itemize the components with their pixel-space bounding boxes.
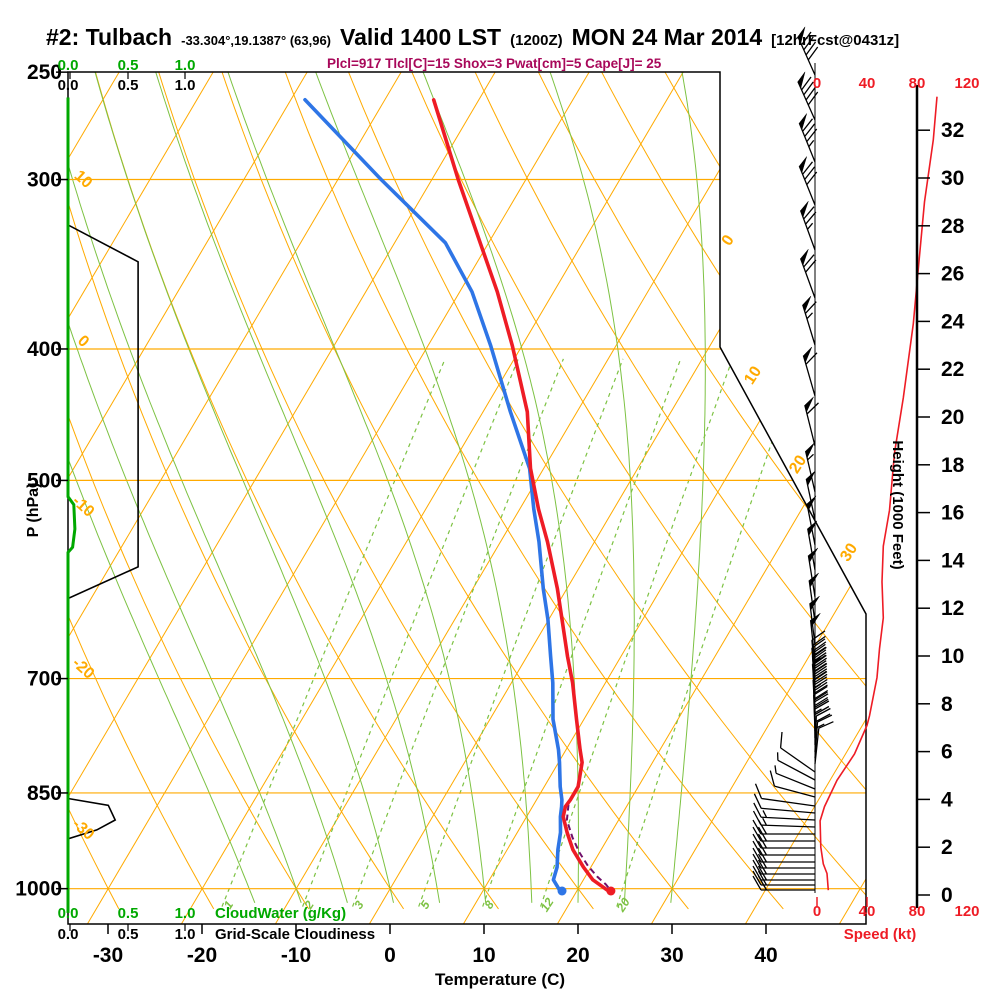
svg-text:0.5: 0.5	[118, 905, 139, 922]
virtual-parcel-curve	[565, 804, 610, 890]
svg-text:-20: -20	[187, 944, 217, 967]
svg-text:-10: -10	[281, 944, 311, 967]
svg-text:24: 24	[941, 310, 965, 333]
svg-text:850: 850	[27, 782, 62, 805]
svg-text:-30: -30	[93, 944, 123, 967]
svg-text:20: 20	[941, 406, 964, 429]
svg-text:4: 4	[941, 788, 953, 811]
svg-text:26: 26	[941, 263, 964, 286]
svg-text:0.0: 0.0	[58, 905, 79, 922]
svg-text:10: 10	[472, 944, 495, 967]
chart-title: #2: Tulbach -33.304°,19.1387° (63,96) Va…	[46, 24, 899, 51]
svg-text:0.5: 0.5	[118, 77, 139, 94]
svg-text:0.5: 0.5	[118, 926, 139, 943]
svg-text:2: 2	[941, 836, 953, 859]
temperature-curve	[431, 98, 612, 894]
station-coords: -33.304°,19.1387° (63,96)	[181, 33, 332, 48]
cloudiness-profile	[67, 179, 139, 909]
forecast-tag: [12hrFcst@0431z]	[771, 32, 900, 49]
svg-text:40: 40	[859, 75, 876, 92]
valid-time: Valid 1400 LST	[340, 24, 502, 50]
svg-text:0: 0	[719, 232, 738, 249]
stability-stats: Plcl=917 Tlcl[C]=15 Shox=3 Pwat[cm]=5 Ca…	[327, 56, 662, 71]
dry-adiabat-lines	[68, 72, 866, 910]
wind-barbs	[752, 26, 834, 893]
svg-text:300: 300	[27, 169, 62, 192]
valid-date: MON 24 Mar 2014	[571, 24, 763, 50]
svg-text:120: 120	[954, 903, 979, 920]
dewpoint-curve	[303, 98, 564, 894]
svg-text:0.0: 0.0	[58, 57, 79, 74]
svg-text:14: 14	[941, 549, 965, 572]
svg-text:12: 12	[537, 895, 556, 914]
svg-text:Grid-Scale Cloudiness: Grid-Scale Cloudiness	[215, 926, 375, 943]
svg-text:40: 40	[754, 944, 777, 967]
svg-text:0.5: 0.5	[118, 57, 139, 74]
svg-text:400: 400	[27, 338, 62, 361]
svg-text:1000: 1000	[15, 878, 62, 901]
svg-text:0: 0	[813, 903, 821, 920]
svg-text:8: 8	[941, 693, 953, 716]
svg-text:20: 20	[613, 895, 633, 915]
cloudwater-profile	[66, 97, 77, 913]
mixing-ratio-lines	[221, 358, 802, 907]
svg-text:80: 80	[909, 903, 926, 920]
station-name: #2: Tulbach	[46, 24, 173, 50]
svg-text:28: 28	[941, 215, 965, 238]
isotherm-lines	[68, 72, 866, 924]
svg-text:1.0: 1.0	[175, 926, 196, 943]
plot-frame	[67, 71, 867, 925]
svg-text:30: 30	[837, 540, 861, 564]
svg-text:250: 250	[27, 61, 62, 84]
surface-dewpoint-dot	[557, 886, 567, 896]
svg-text:12: 12	[941, 597, 964, 620]
svg-text:Speed (kt): Speed (kt)	[844, 926, 917, 943]
svg-text:1.0: 1.0	[175, 905, 196, 922]
svg-text:32: 32	[941, 119, 964, 142]
svg-text:0.0: 0.0	[58, 77, 79, 94]
svg-text:0.0: 0.0	[58, 926, 79, 943]
svg-text:120: 120	[954, 75, 979, 92]
svg-text:80: 80	[909, 75, 926, 92]
svg-text:18: 18	[941, 454, 965, 477]
zulu-time: (1200Z)	[510, 32, 563, 49]
svg-text:0: 0	[813, 75, 821, 92]
wind-speed-curve	[819, 96, 938, 891]
svg-text:40: 40	[859, 903, 876, 920]
surface-dots	[557, 886, 616, 896]
svg-text:30: 30	[660, 944, 683, 967]
moist-adiabat-lines	[68, 72, 706, 903]
svg-text:CloudWater (g/Kg): CloudWater (g/Kg)	[215, 905, 346, 922]
svg-text:-30: -30	[69, 816, 98, 844]
svg-text:16: 16	[941, 502, 964, 525]
svg-text:10: 10	[71, 167, 96, 192]
svg-text:Height (1000 Feet): Height (1000 Feet)	[889, 440, 906, 569]
svg-text:6: 6	[941, 741, 953, 764]
svg-text:1.0: 1.0	[175, 57, 196, 74]
svg-text:1.0: 1.0	[175, 77, 196, 94]
svg-text:500: 500	[27, 469, 62, 492]
svg-text:3: 3	[351, 898, 367, 911]
svg-text:10: 10	[941, 645, 964, 668]
svg-text:P (hPa): P (hPa)	[25, 483, 42, 538]
svg-text:0: 0	[941, 884, 953, 907]
svg-text:5: 5	[417, 898, 433, 911]
svg-text:20: 20	[566, 944, 589, 967]
svg-text:8: 8	[481, 898, 497, 911]
svg-text:Temperature (C): Temperature (C)	[435, 970, 565, 989]
surface-temp-dot	[606, 886, 616, 896]
svg-text:22: 22	[941, 358, 964, 381]
svg-text:700: 700	[27, 668, 62, 691]
svg-text:30: 30	[941, 167, 964, 190]
svg-text:10: 10	[741, 363, 765, 387]
background-lines	[68, 72, 866, 924]
svg-text:0: 0	[384, 944, 396, 967]
